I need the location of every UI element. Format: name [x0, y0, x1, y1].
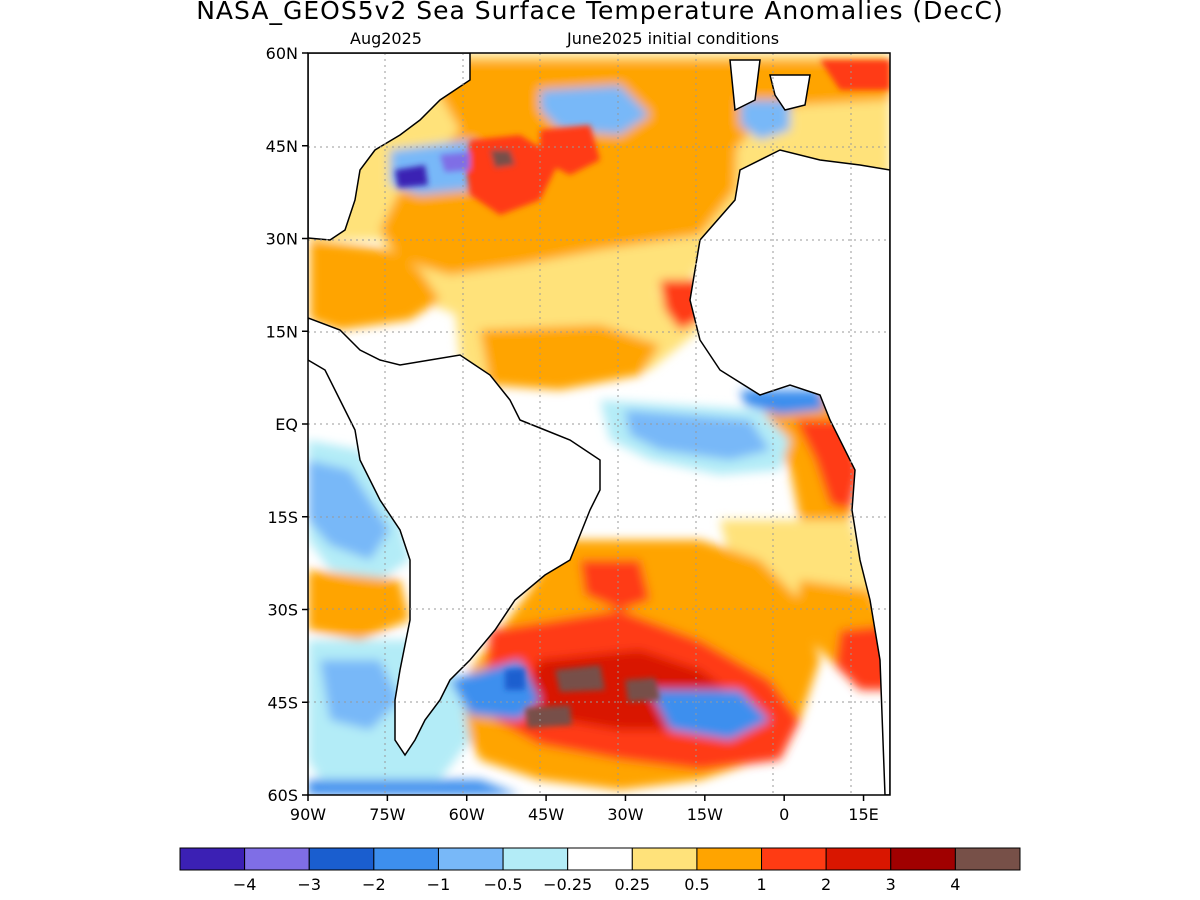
colorbar-swatch [696, 847, 763, 871]
lon-label: 45W [528, 805, 564, 824]
colorbar-swatch [567, 847, 633, 871]
lon-label: 60W [449, 805, 485, 824]
colorbar-label: 1 [756, 875, 766, 894]
colorbar-label: 0.5 [684, 875, 709, 894]
colorbar-label: −3 [297, 875, 321, 894]
lon-label: 0 [779, 805, 789, 824]
lon-label: 15W [687, 805, 723, 824]
colorbar-swatch [631, 847, 698, 871]
lat-label: 60N [266, 44, 298, 63]
colorbar-label: −1 [427, 875, 451, 894]
lon-label: 30W [607, 805, 643, 824]
initial-conditions-label: June2025 initial conditions [567, 29, 780, 48]
anomaly-field [308, 53, 890, 795]
colorbar-swatch [761, 847, 827, 871]
lat-label: 15S [267, 508, 298, 527]
colorbar-label: 2 [821, 875, 831, 894]
colorbar-label: 0.25 [614, 875, 650, 894]
colorbar-swatch [890, 847, 956, 871]
lat-label: 60S [267, 786, 298, 805]
colorbar-label: −4 [233, 875, 257, 894]
lat-label: EQ [275, 415, 298, 434]
colorbar-swatch [437, 847, 504, 871]
latitude-axis: 60N 45N 30N 15N EQ 15S 30S 45S 60S [266, 44, 308, 805]
colorbar-swatch [954, 847, 1021, 871]
colorbar-label: 3 [886, 875, 896, 894]
lon-label: 15E [848, 805, 878, 824]
lat-label: 30N [266, 230, 298, 249]
graticule [308, 53, 890, 795]
lat-label: 30S [267, 601, 298, 620]
forecast-month: Aug2025 [350, 29, 422, 48]
colorbar-label: 4 [950, 875, 960, 894]
land-masses [308, 53, 890, 795]
chart-title: NASA_GEOS5v2 Sea Surface Temperature Ano… [196, 0, 1004, 25]
colorbar-label: −2 [362, 875, 386, 894]
longitude-axis: 90W 75W 60W 45W 30W 15W 0 15E [290, 795, 879, 824]
lat-label: 45S [267, 693, 298, 712]
lon-label: 90W [290, 805, 326, 824]
colorbar-swatch [244, 847, 310, 871]
colorbar-swatch [179, 847, 246, 871]
colorbar-label: −0.5 [484, 875, 523, 894]
colorbar: −4 −3 −2 −1 −0.5 −0.25 0.25 0.5 1 2 3 4 [179, 847, 1021, 894]
colorbar-label: −0.25 [543, 875, 592, 894]
colorbar-swatch [373, 847, 439, 871]
colorbar-swatch [308, 847, 375, 871]
lon-label: 75W [369, 805, 405, 824]
colorbar-swatch [825, 847, 892, 871]
colorbar-swatch [502, 847, 569, 871]
lat-label: 45N [266, 137, 298, 156]
lat-label: 15N [266, 322, 298, 341]
